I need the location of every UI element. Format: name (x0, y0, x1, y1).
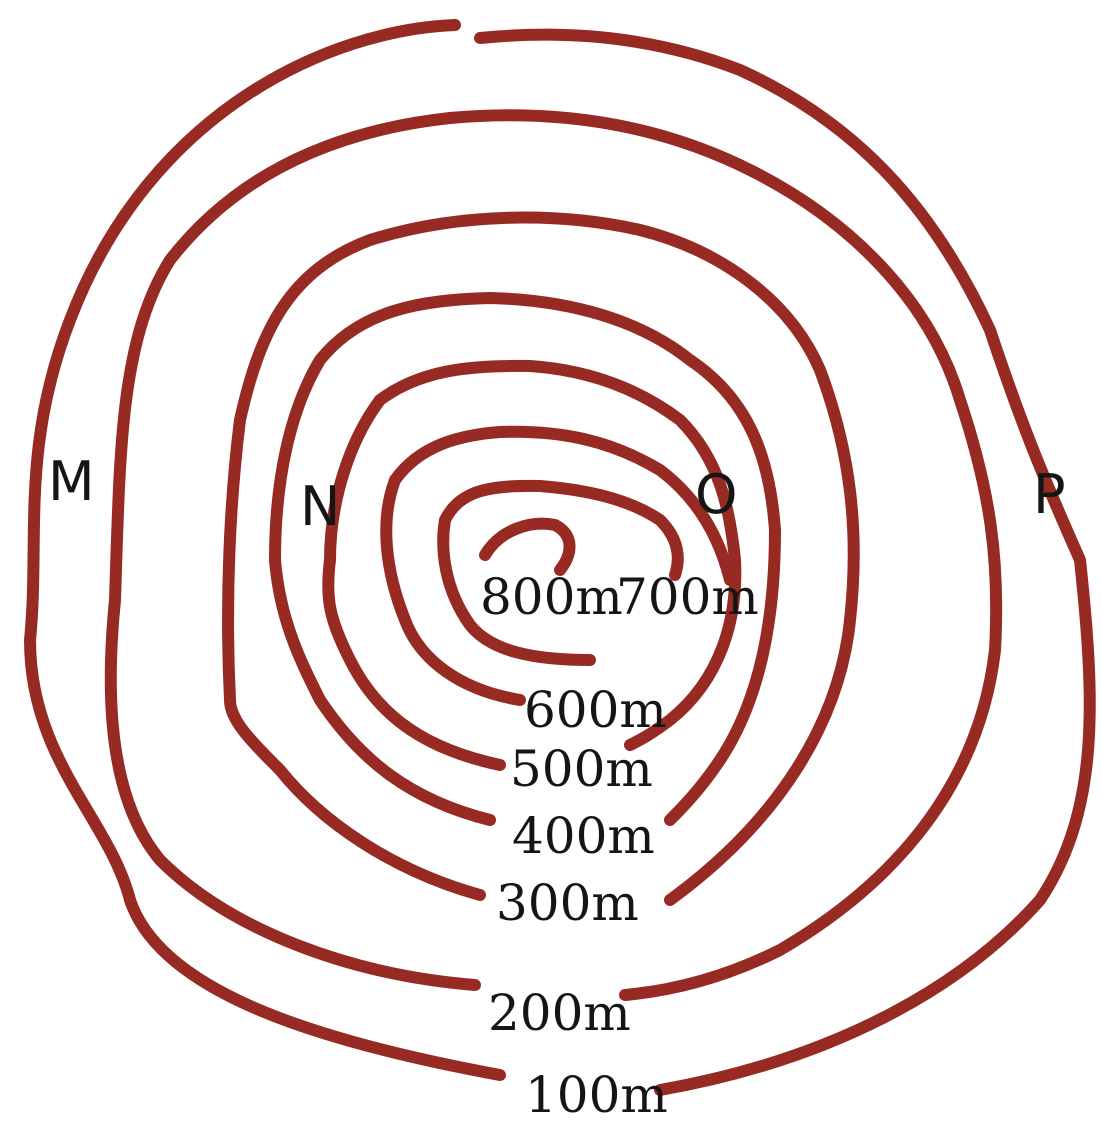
contour-lines (24, 19, 1096, 1096)
contour-line-600m (380, 425, 736, 706)
contour-line-700m (437, 479, 684, 666)
contour-line-800m (479, 517, 576, 576)
contour-line-200m (104, 109, 1003, 1001)
elevation-labels: 800m 700m 600m 500m 400m 300m 200m 100m (480, 568, 759, 1124)
elevation-label-100m: 100m (525, 1066, 668, 1124)
contour-line-300m (222, 211, 860, 906)
elevation-label-200m: 200m (488, 984, 631, 1042)
contour-line-100m (24, 19, 1096, 1096)
contour-line-500m (322, 359, 742, 771)
contour-line-400m (269, 292, 781, 826)
elevation-label-300m: 300m (496, 874, 639, 932)
point-label-p: P (1033, 463, 1066, 526)
point-label-m: M (48, 450, 95, 513)
elevation-label-800m: 800m (480, 568, 623, 626)
point-labels: M N O P (48, 450, 1066, 538)
elevation-label-500m: 500m (510, 740, 653, 798)
point-label-n: N (300, 475, 340, 538)
elevation-label-400m: 400m (512, 807, 655, 865)
elevation-label-700m: 700m (616, 568, 759, 626)
point-label-o: O (695, 463, 738, 526)
elevation-label-600m: 600m (524, 681, 667, 739)
